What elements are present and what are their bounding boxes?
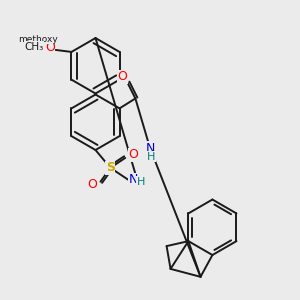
Text: N: N (128, 173, 138, 186)
Text: CH₃: CH₃ (24, 42, 44, 52)
Text: O: O (45, 41, 55, 55)
Text: methoxy: methoxy (18, 34, 58, 43)
Text: S: S (106, 161, 115, 174)
Text: O: O (128, 148, 138, 161)
Text: N: N (145, 142, 155, 154)
Text: O: O (118, 70, 128, 83)
Text: H: H (137, 177, 145, 187)
Text: methyl: methyl (30, 39, 35, 40)
Text: H: H (147, 152, 155, 162)
Text: O: O (88, 178, 98, 191)
